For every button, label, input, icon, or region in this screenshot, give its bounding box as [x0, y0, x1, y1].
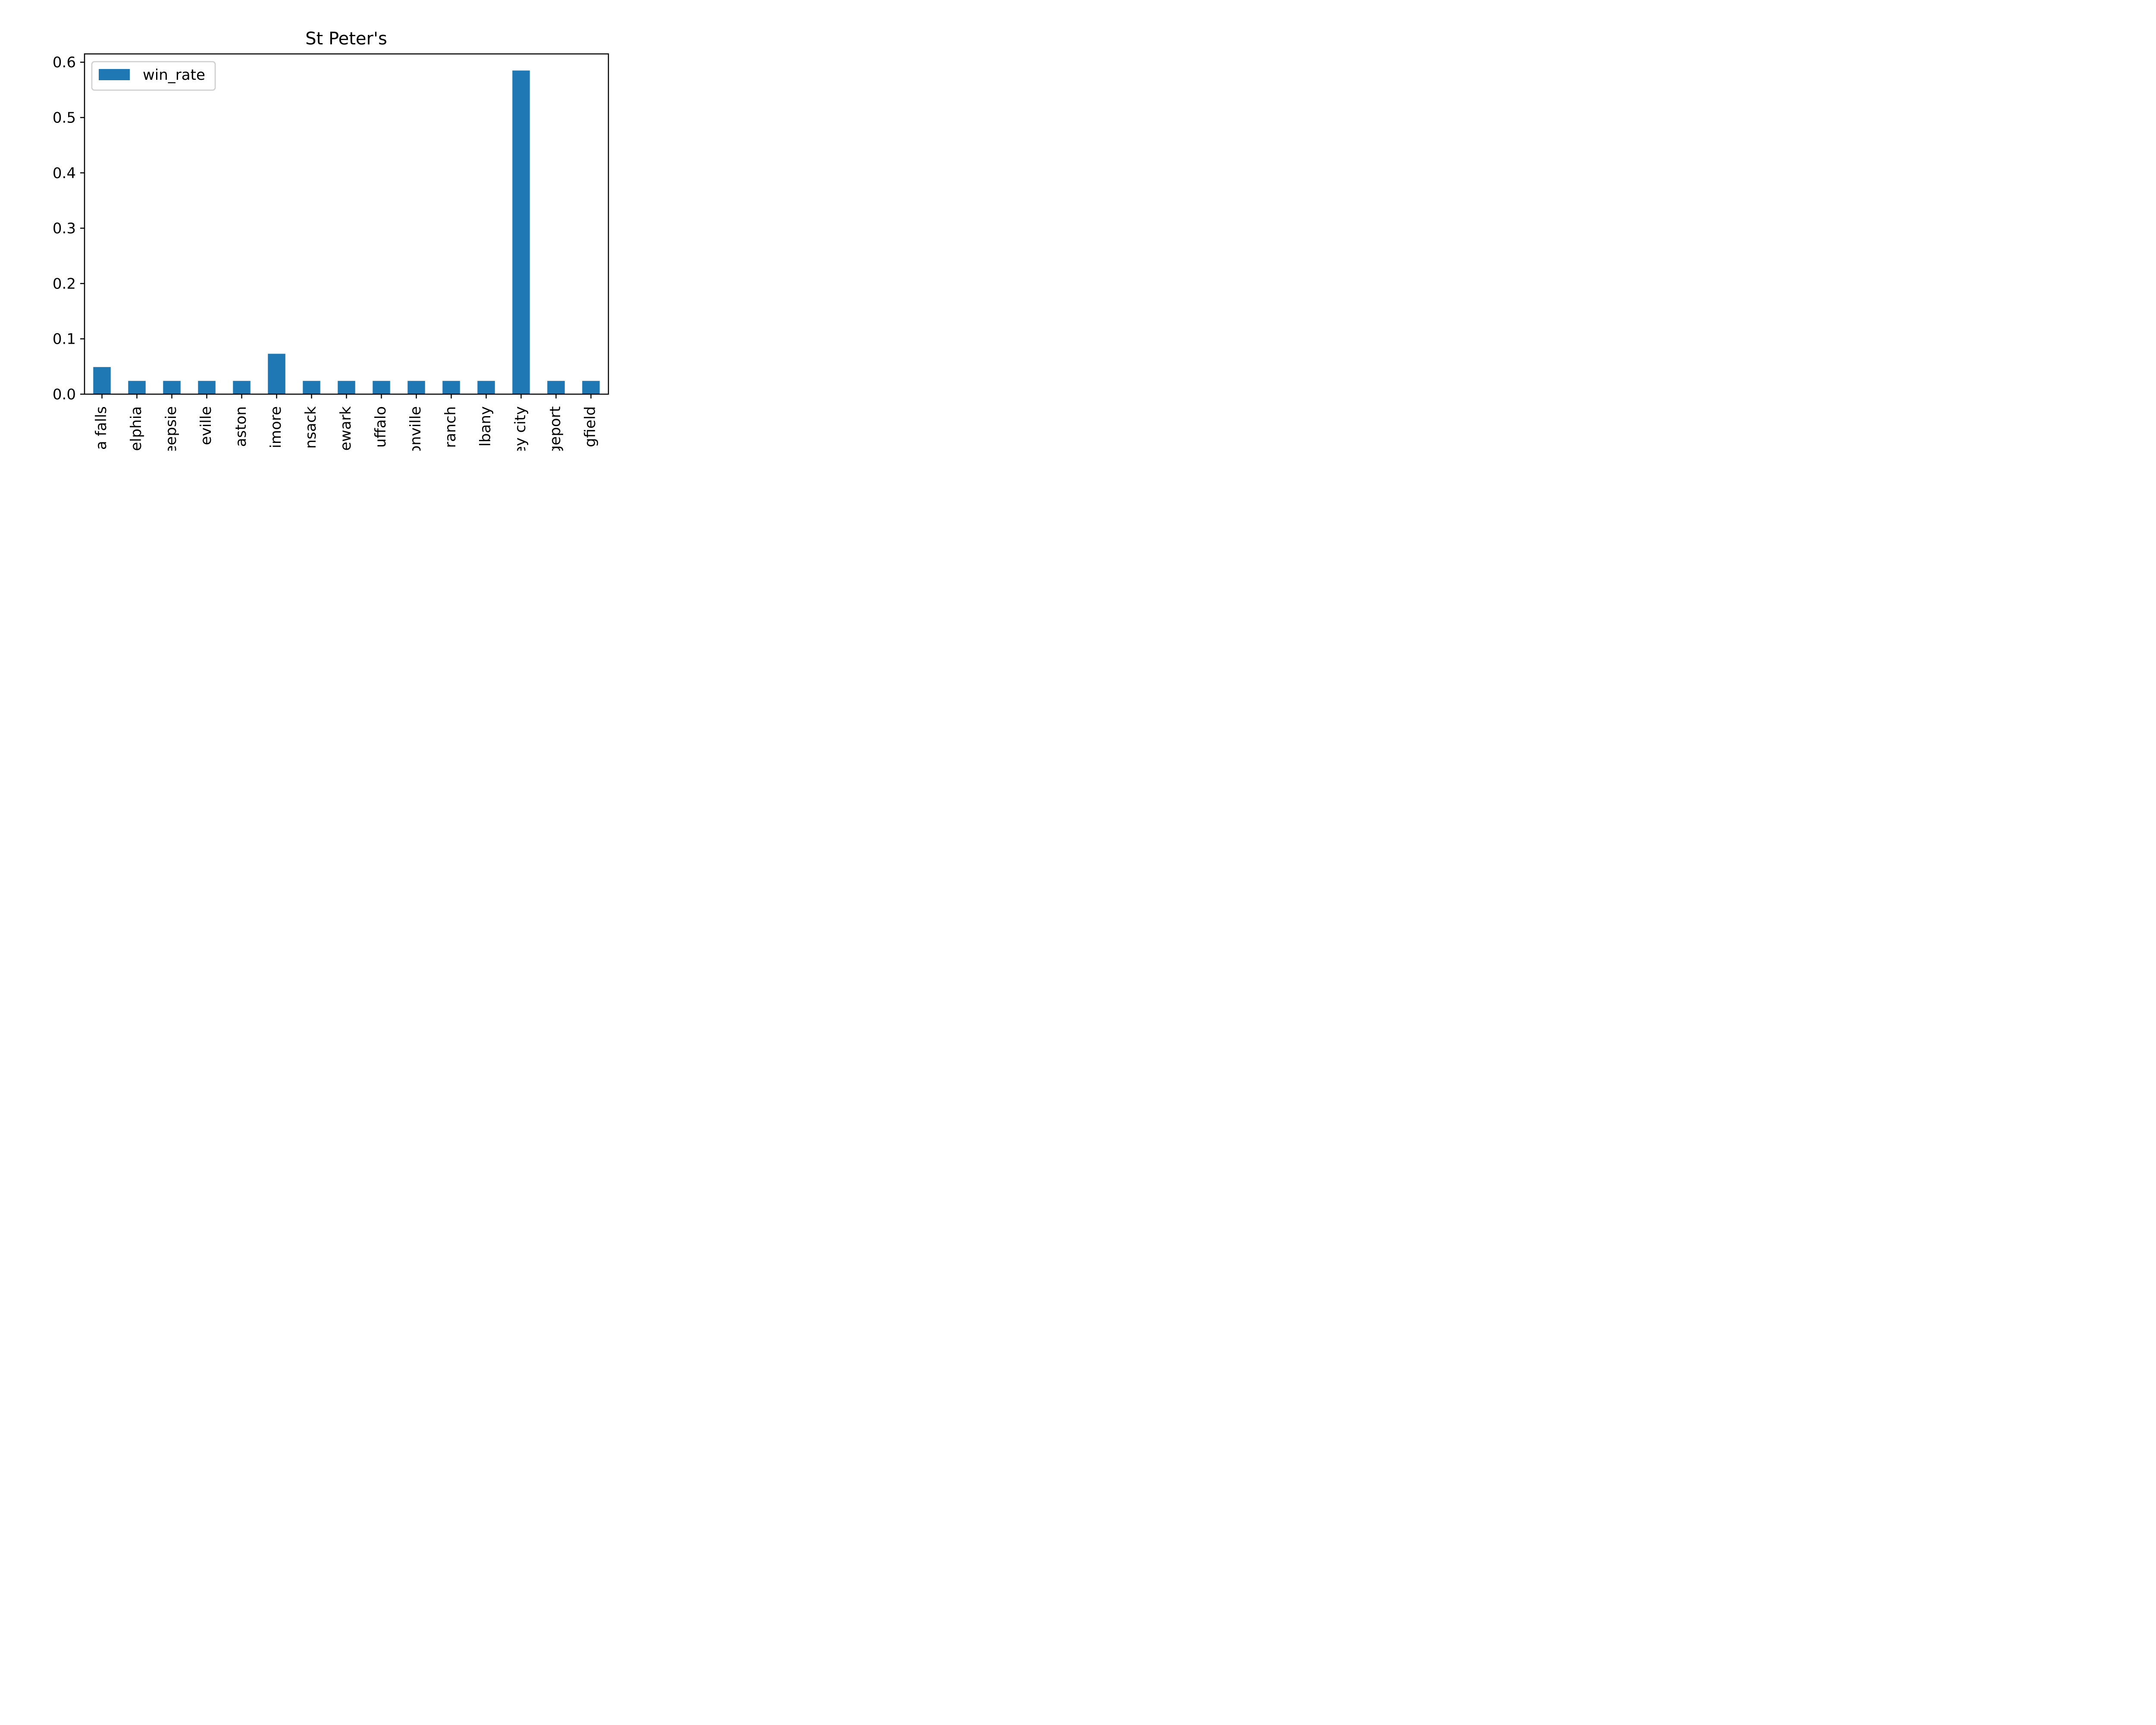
x-tick-label-eville: eville [197, 406, 215, 445]
x-tick-label-onville: onville [407, 406, 424, 451]
bar-onville [407, 381, 425, 394]
y-tick-label-3: 0.3 [53, 220, 76, 237]
bar-geport [547, 381, 565, 394]
x-tick-label-ewark: ewark [337, 406, 354, 451]
legend: win_rate [91, 61, 216, 91]
x-tick-label-lbany: lbany [477, 406, 494, 447]
x-tick-label-a-falls: a falls [93, 406, 110, 450]
y-tick-label-6: 0.6 [53, 54, 76, 71]
x-tick-label-eepsie: eepsie [163, 406, 180, 451]
x-tick-label-ranch: ranch [442, 406, 459, 448]
bar-chart: St Peter's 0.0 0.1 0.2 0.3 0.4 0.5 0.6 a falls… [53, 29, 609, 451]
chart-title: St Peter's [305, 29, 387, 49]
bar-eepsie [163, 381, 181, 394]
bar-eville [198, 381, 216, 394]
bar-nsack [303, 381, 320, 394]
bar-aston [233, 381, 251, 394]
legend-label-win-rate: win_rate [143, 66, 205, 84]
x-tick-label-gfield: gfield [582, 406, 599, 447]
y-tick-label-1: 0.1 [53, 331, 76, 348]
bar-elphia [128, 381, 146, 394]
bar-ewark [338, 381, 355, 394]
x-tick-label-elphia: elphia [128, 406, 145, 451]
bar-gfield [582, 381, 600, 394]
bar-ranch [442, 381, 460, 394]
y-tick-label-0: 0.0 [53, 386, 76, 403]
y-tick-label-5: 0.5 [53, 110, 76, 127]
y-axis: 0.0 0.1 0.2 0.3 0.4 0.5 0.6 [53, 54, 85, 403]
legend-box [91, 61, 216, 91]
y-tick-label-2: 0.2 [53, 275, 76, 292]
y-tick-label-4: 0.4 [53, 165, 76, 182]
bar-uffalo [373, 381, 390, 394]
bar-a-falls [93, 367, 111, 394]
bar-lbany [477, 381, 495, 394]
legend-swatch-win-rate [99, 69, 130, 80]
bars-group [93, 70, 600, 395]
x-tick-label-aston: aston [232, 406, 250, 447]
x-tick-label-ey-city: ey city [512, 406, 529, 451]
x-tick-label-geport: geport [547, 406, 564, 451]
plot-frame [84, 53, 609, 395]
x-axis: a falls elphia eepsie eville aston imore nsack… [93, 394, 599, 451]
bar-ey-city [512, 70, 530, 395]
bar-imore [268, 354, 285, 394]
x-tick-label-imore: imore [267, 406, 285, 448]
x-tick-label-uffalo: uffalo [372, 406, 389, 448]
x-tick-label-nsack: nsack [302, 406, 320, 449]
